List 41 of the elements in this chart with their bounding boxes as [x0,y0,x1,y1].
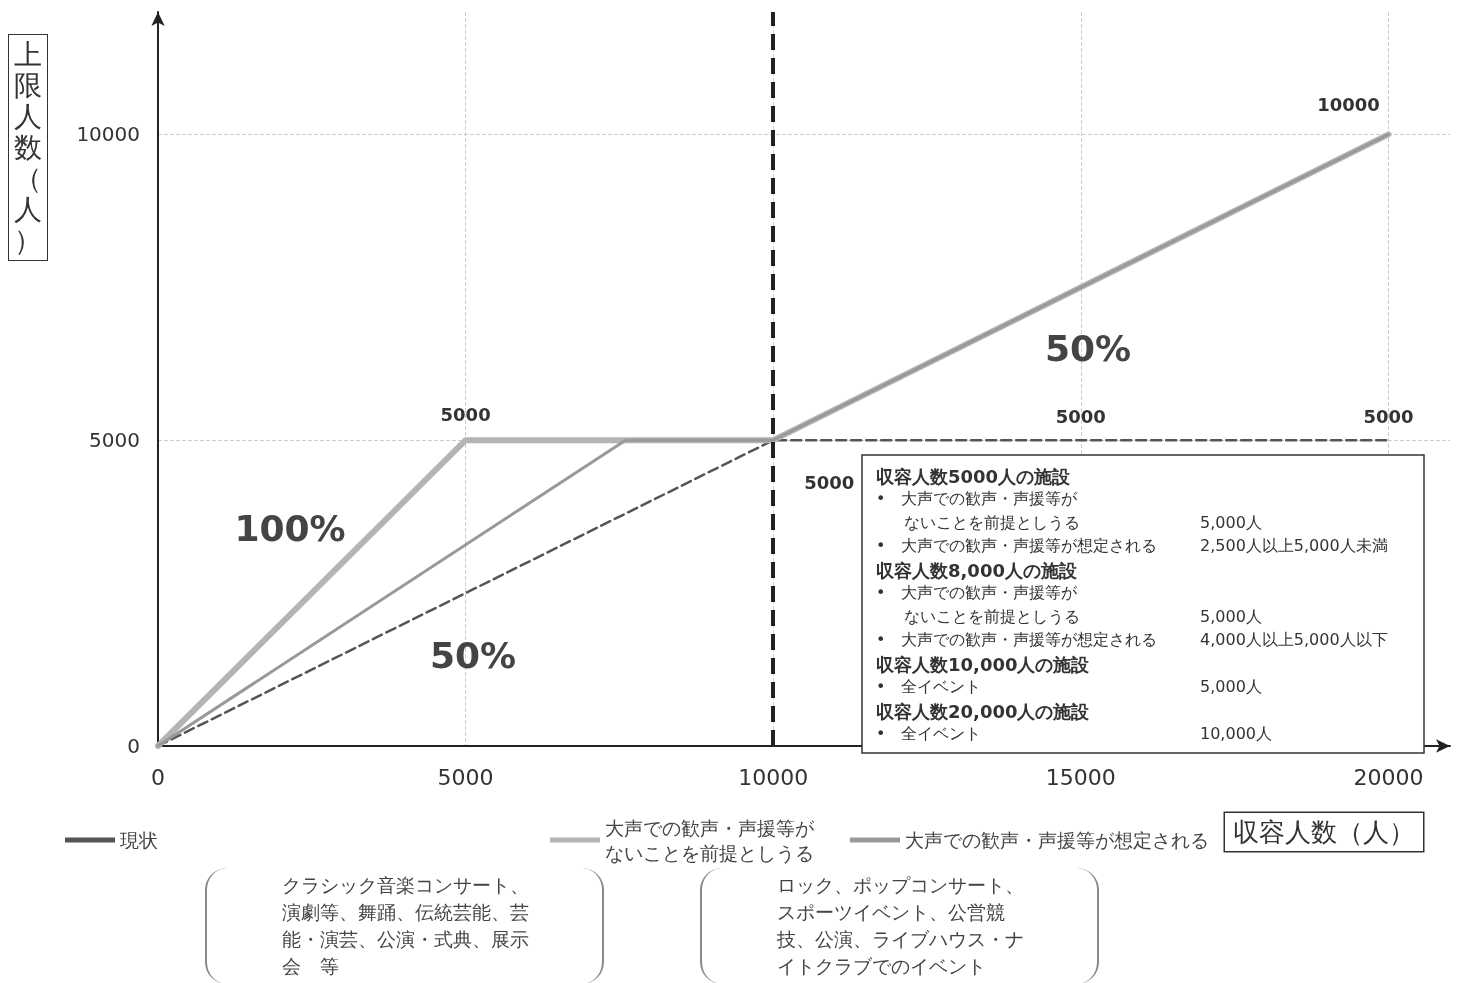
annotation: 収容人数10,000人の施設 [876,653,1091,675]
annotation: 4,000人以上5,000人以下 [1200,630,1388,649]
annotation: 収容人数5000人の施設 [876,465,1072,487]
annotation: 5000 [1363,405,1414,427]
annotation: ないことを前提としうる [904,606,1080,626]
annotation: 100% [234,507,346,549]
annotation: 50% [1044,327,1132,369]
annotation: • 大声での歓声・声援等が想定される [876,630,1158,649]
x-axis-title: 収容人数（人） [1233,817,1415,847]
x-tick-label: 20000 [1353,764,1424,790]
annotation: 50% [429,634,517,676]
annotation: • 全イベント [876,677,982,696]
annotation: 5000 [440,403,491,425]
x-tick-label: 10000 [738,764,809,790]
annotation: • 大声での歓声・声援等が想定される [876,536,1158,555]
legend-label: 大声での歓声・声援等がないことを前提としうる [605,816,815,864]
annotation: 10,000人 [1200,724,1272,743]
bracket-frame: クラシック音楽コンサート、演劇等、舞踊、伝統芸能、芸能・演芸、公演・式典、展示会 等 [205,868,604,983]
annotation: 5,000人 [1200,512,1262,532]
annotation: 収容人数20,000人の施設 [876,700,1091,722]
y-tick-label: 10000 [76,122,140,147]
annotation: 10000 [1317,93,1380,115]
annotation: ないことを前提としうる [904,512,1080,532]
annotation: 2,500人以上5,000人未満 [1200,536,1388,555]
annotation: 5000 [804,471,855,493]
annotation: • 全イベント [876,724,982,743]
annotation: 収容人数8,000人の施設 [876,559,1078,581]
legend-label: 大声での歓声・声援等が想定される [905,829,1209,851]
annotation: 5000 [1055,405,1106,427]
y-tick-label: 0 [127,734,140,758]
annotation: • 大声での歓声・声援等が [876,489,1079,508]
y-axis-title: 上限人数（人） [13,38,43,257]
x-tick-label: 0 [151,764,165,790]
x-tick-label: 5000 [437,764,494,790]
annotation: 5,000人 [1200,606,1262,626]
legend-label: 現状 [120,829,158,851]
bracket-frame: ロック、ポップコンサート、スポーツイベント、公営競技、公演、ライブハウス・ナイトクラブでのイベント [700,868,1099,983]
y-tick-label: 5000 [89,428,140,453]
annotation: • 大声での歓声・声援等が [876,583,1079,602]
x-tick-label: 15000 [1045,764,1116,790]
annotation: 5,000人 [1200,677,1262,696]
